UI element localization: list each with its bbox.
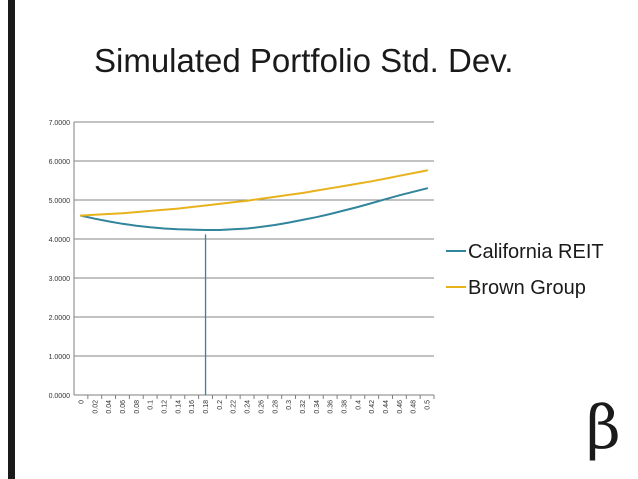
series-line-brown-group	[79, 169, 429, 217]
x-tick-label: 0.44	[383, 400, 390, 414]
x-tick-label: 0.5	[425, 400, 432, 410]
x-tick-label: 0.28	[272, 400, 279, 414]
x-tick-label: 0.42	[369, 400, 376, 414]
y-tick-label: 5.0000	[49, 198, 71, 205]
y-tick-label: 7.0000	[49, 120, 71, 127]
x-tick-label: 0.34	[314, 400, 321, 414]
x-tick-label: 0.26	[258, 400, 265, 414]
x-tick-label: 0.2	[217, 400, 224, 410]
slide-title: Simulated Portfolio Std. Dev.	[94, 42, 514, 79]
x-tick-label: 0.48	[411, 400, 418, 414]
x-tick-label: 0.32	[300, 400, 307, 414]
x-tick-label: 0.06	[120, 400, 127, 414]
beta-logo: β	[586, 393, 621, 463]
slide-left-border	[8, 0, 15, 479]
x-tick-label: 0.08	[134, 400, 141, 414]
x-tick-label: 0.22	[231, 400, 238, 414]
y-tick-label: 1.0000	[49, 354, 71, 361]
y-tick-label: 6.0000	[49, 159, 71, 166]
x-tick-label: 0.24	[245, 400, 252, 414]
x-tick-label: 0.3	[286, 400, 293, 410]
x-tick-label: 0.14	[175, 400, 182, 414]
x-tick-label: 0	[78, 400, 85, 404]
x-tick-label: 0.1	[148, 400, 155, 410]
x-tick-label: 0.38	[342, 400, 349, 414]
x-tick-label: 0.12	[162, 400, 169, 414]
legend-label: Brown Group	[468, 277, 586, 299]
series-line-california-reit	[79, 187, 429, 231]
x-tick-label: 0.18	[203, 400, 210, 414]
x-tick-label: 0.02	[92, 400, 99, 414]
x-tick-label: 0.04	[106, 400, 113, 414]
y-tick-label: 3.0000	[49, 276, 71, 283]
x-tick-label: 0.16	[189, 400, 196, 414]
x-tick-label: 0.46	[397, 400, 404, 414]
y-tick-label: 4.0000	[49, 237, 71, 244]
x-tick-label: 0.36	[328, 400, 335, 414]
x-tick-label: 0.4	[355, 400, 362, 410]
y-tick-label: 0.0000	[49, 393, 71, 400]
legend-label: California REIT	[468, 241, 604, 263]
y-tick-label: 2.0000	[49, 315, 71, 322]
